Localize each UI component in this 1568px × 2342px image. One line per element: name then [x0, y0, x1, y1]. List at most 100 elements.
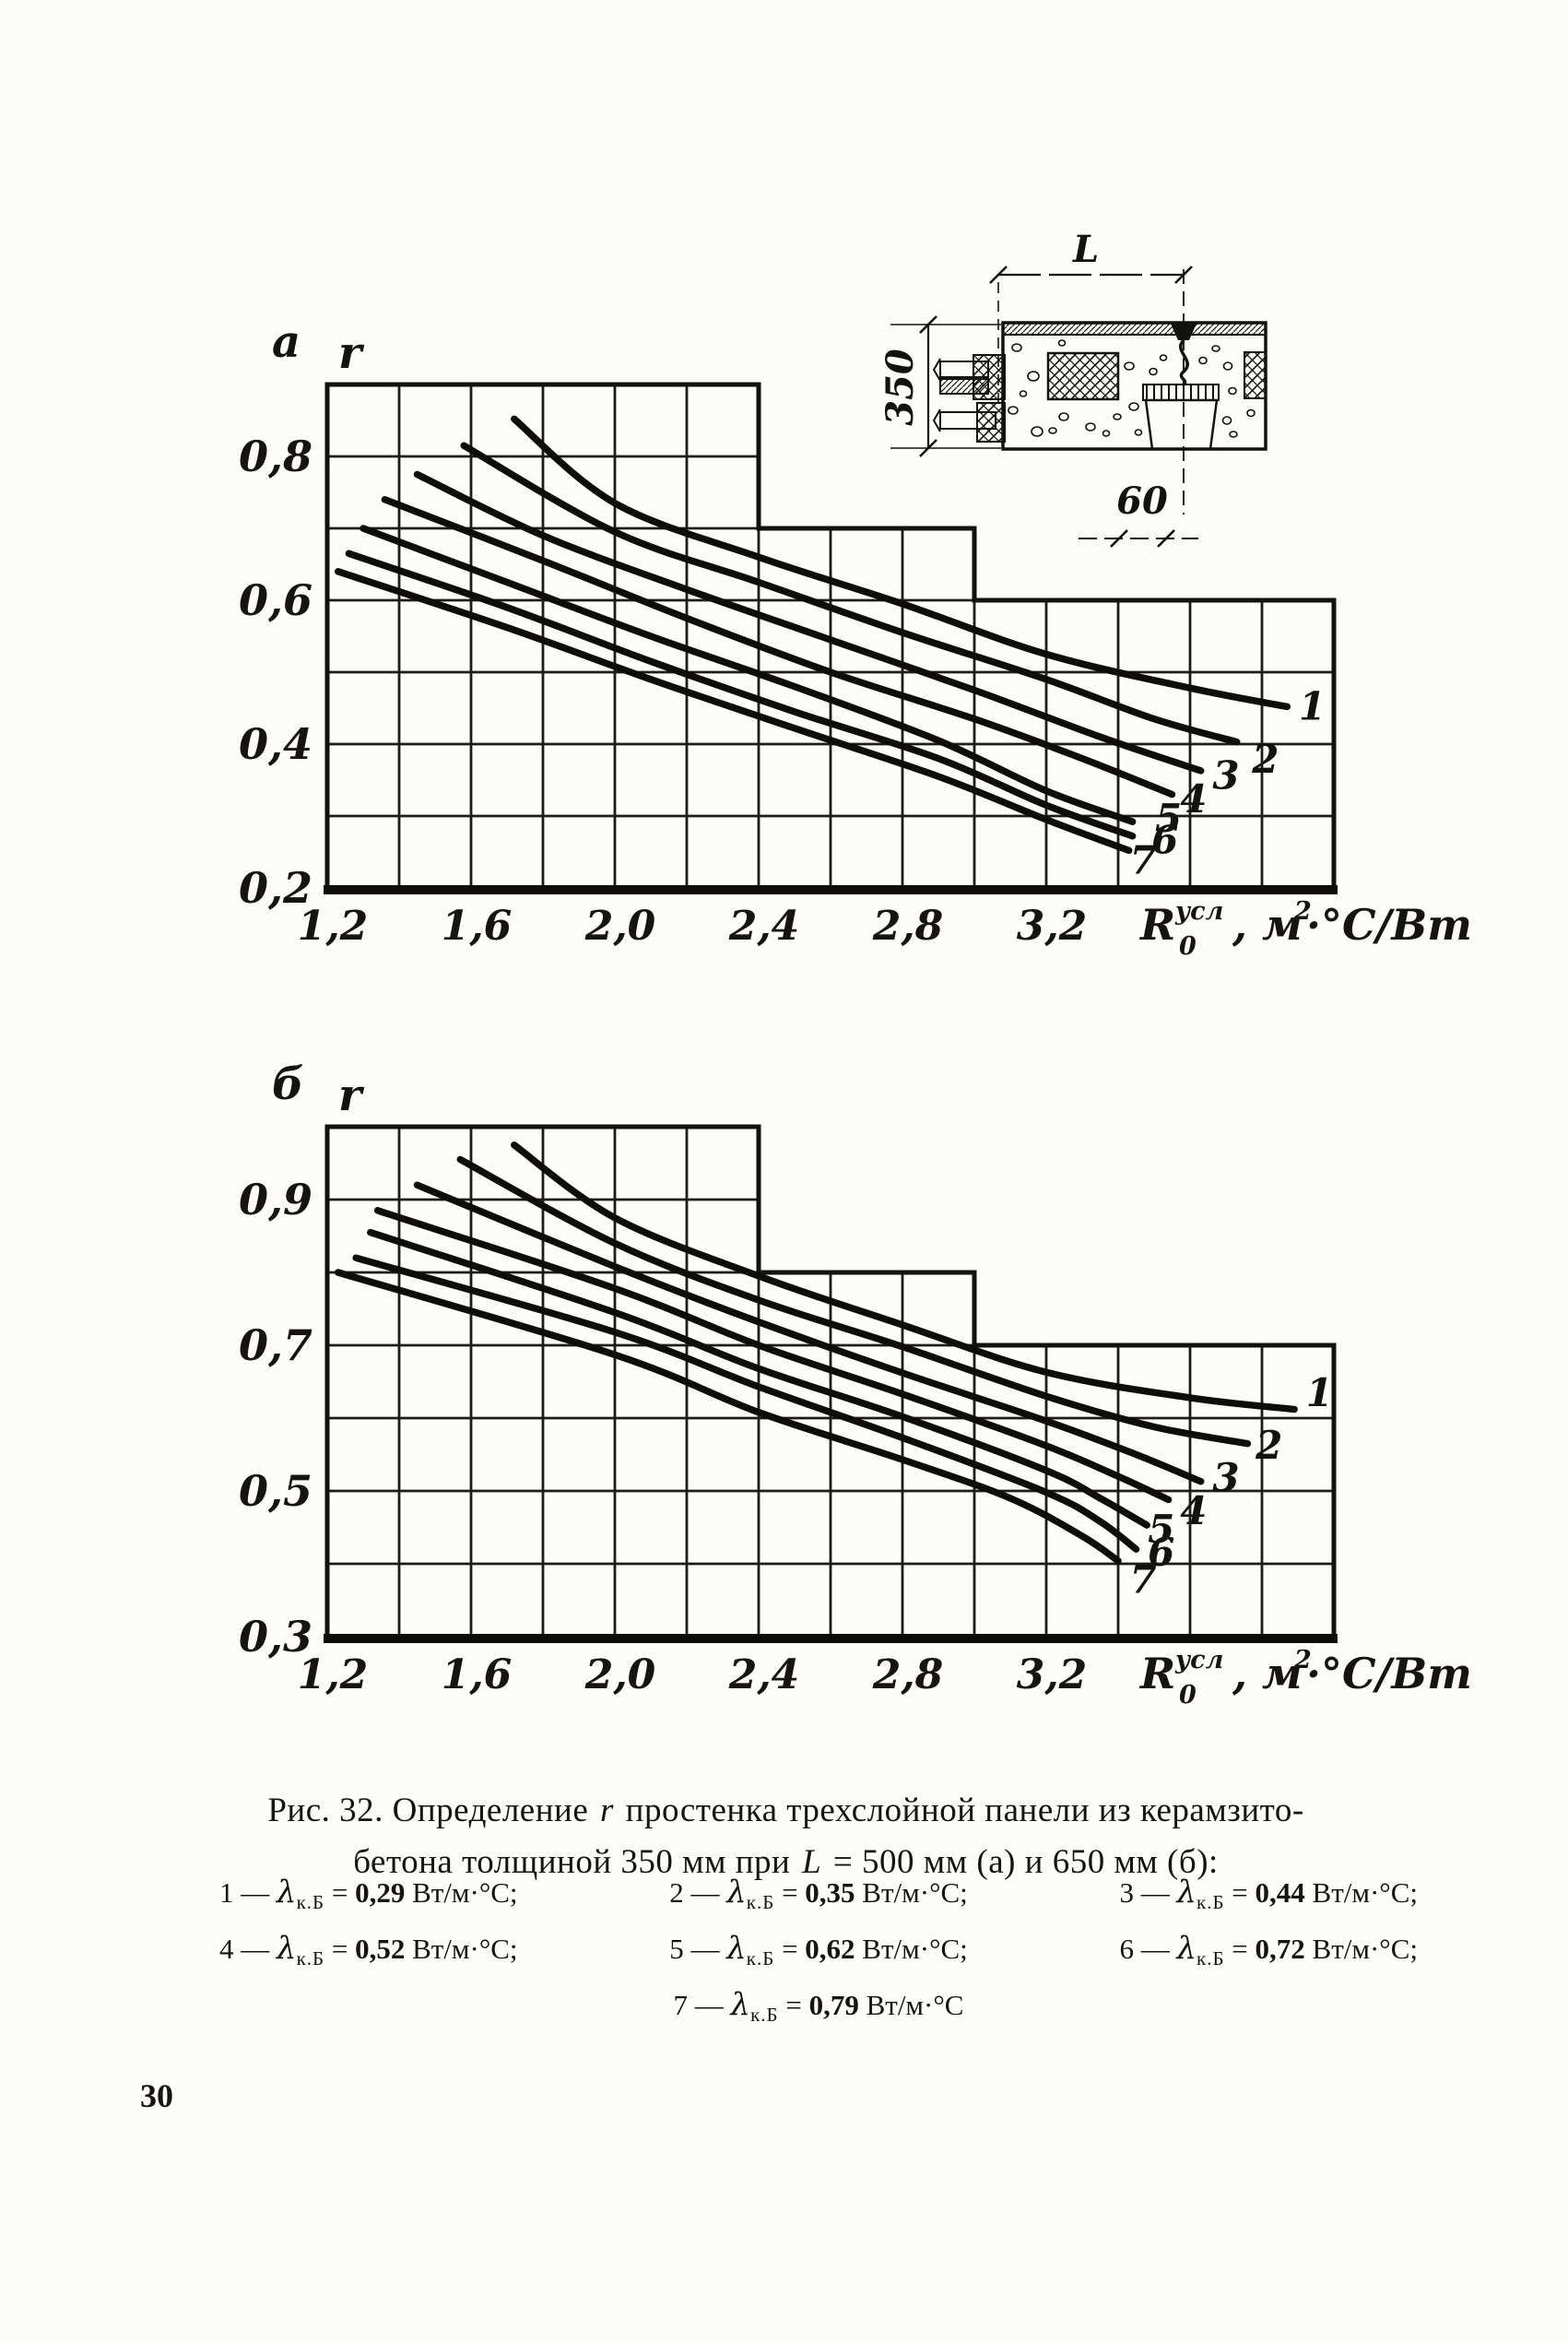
- dimension-L: L: [989, 228, 1193, 404]
- chart-b-y-tick-0,9: 0,9: [239, 1175, 312, 1224]
- chart-a-curve-3: [413, 470, 1205, 775]
- chart-b-curve-label-5: 5: [1148, 1507, 1174, 1552]
- chart-a-curve-2: [460, 442, 1241, 746]
- caption-line-2: бетона толщиной 350 мм при L = 500 мм (а…: [353, 1842, 1219, 1881]
- chart-b-x-tick-3,2: 3,2: [1017, 1651, 1088, 1698]
- chart-b-y-tick-0,7: 0,7: [239, 1320, 312, 1370]
- chart-b-x-tick-1,2: 1,2: [298, 1651, 369, 1698]
- legend-item-1: 1 — λк.Б = 0,29 Вт/м·°С;: [219, 1874, 518, 1913]
- legend-row: 7 — λк.Б = 0,79 Вт/м·°С: [219, 1986, 1418, 2027]
- dim-L-label: L: [1072, 228, 1099, 271]
- chart-b-curve-6: [352, 1254, 1140, 1553]
- dim-350-label: 350: [878, 349, 922, 426]
- panel-body: [1001, 321, 1267, 451]
- insulation-hatch: [1046, 351, 1120, 401]
- legend-item-3: 3 — λк.Б = 0,44 Вт/м·°С;: [1119, 1874, 1418, 1913]
- chart-a-curve-label-4: 4: [1180, 776, 1207, 822]
- chart-b-curve-1: [511, 1141, 1298, 1413]
- chart-a-x-tick-1,2: 1,2: [298, 903, 369, 950]
- chart-b-curve-7: [334, 1269, 1122, 1565]
- chart-a-panel-label: а: [272, 316, 301, 368]
- chart-b-y-tick-0,5: 0,5: [239, 1466, 312, 1516]
- legend-item-4: 4 — λк.Б = 0,52 Вт/м·°С;: [219, 1930, 518, 1969]
- chart-a-curve-label-6: 6: [1151, 818, 1178, 863]
- chart-b-x-tick-2,8: 2,8: [872, 1651, 944, 1698]
- legend-item-5: 5 — λк.Б = 0,62 Вт/м·°С;: [669, 1930, 968, 1969]
- chart-a-y-tick-0,8: 0,8: [239, 432, 312, 481]
- chart-a-y-variable: r: [338, 327, 365, 379]
- legend-item-6: 6 — λк.Б = 0,72 Вт/м·°С;: [1119, 1930, 1418, 1969]
- chart-a-axis-title-part-1: усл: [1174, 897, 1223, 926]
- chart-a-axis-title-part-0: R: [1138, 900, 1175, 950]
- chart-b-panel-label: б: [272, 1059, 304, 1110]
- dimension-60: 60: [1079, 479, 1198, 548]
- chart-b-axis-title-part-1: усл: [1174, 1646, 1223, 1674]
- chart-a-curve-label-1: 1: [1299, 683, 1326, 728]
- chart-a-y-tick-0,4: 0,4: [239, 719, 312, 769]
- chart-a-curve-6: [345, 550, 1137, 840]
- page-number: 30: [140, 2077, 173, 2114]
- chart-a-curve-label-7: 7: [1130, 837, 1157, 882]
- chart-b-y-tick-0,3: 0,3: [239, 1612, 312, 1662]
- chart-b-curve-label-6: 6: [1148, 1530, 1174, 1575]
- chart-b-curve-label-4: 4: [1180, 1488, 1207, 1533]
- chart-a-x-tick-2,0: 2,0: [584, 903, 656, 950]
- chart-a-curve-label-3: 3: [1212, 752, 1239, 798]
- chart-b-axis-title-part-5: ·°С/Вт: [1306, 1649, 1472, 1698]
- chart-a-y-tick-0,6: 0,6: [239, 575, 312, 625]
- legend-row: 4 — λк.Б = 0,52 Вт/м·°С; 5 — λк.Б = 0,62 …: [219, 1930, 1418, 1970]
- chart-b-curve-label-3: 3: [1212, 1455, 1239, 1500]
- legend-row: 1 — λк.Б = 0,29 Вт/м·°С; 2 — λк.Б = 0,35 …: [219, 1874, 1418, 1914]
- figure-caption: Рис. 32. Определение r простенка трехсло…: [207, 1785, 1364, 1887]
- chart-a-curve-1: [511, 415, 1291, 711]
- dim-60-label: 60: [1116, 479, 1168, 523]
- chart-a-axis-title-part-4: 2: [1293, 897, 1312, 926]
- chart-a-axis-title-part-5: ·°С/Вт: [1306, 900, 1472, 950]
- window-frame-section: [932, 354, 1006, 443]
- chart-b-outline: [324, 1124, 1337, 1637]
- chart-b-axis-title-part-0: R: [1138, 1649, 1175, 1698]
- chart-b-curve-3: [413, 1181, 1205, 1485]
- caption-line-1: Рис. 32. Определение r простенка трехсло…: [267, 1792, 1304, 1829]
- legend-item-7: 7 — λк.Б = 0,79 Вт/м·°С: [673, 1986, 964, 2026]
- chart-b-curve-4: [373, 1207, 1173, 1504]
- chart-a-curve-label-2: 2: [1251, 737, 1279, 782]
- chart-b-curve-label-2: 2: [1255, 1423, 1282, 1468]
- chart-b-x-tick-2,4: 2,4: [728, 1651, 800, 1698]
- chart-b-curve-label-1: 1: [1306, 1370, 1333, 1415]
- chart-a-x-tick-1,6: 1,6: [442, 903, 513, 950]
- chart-b-y-variable: r: [338, 1070, 365, 1121]
- chart-b-axis-title-part-4: 2: [1293, 1646, 1312, 1674]
- chart-b-x-tick-1,6: 1,6: [442, 1651, 513, 1698]
- chart-b-curve-2: [456, 1155, 1252, 1448]
- caption-var-r: r: [600, 1792, 614, 1829]
- figure-legend: 1 — λк.Б = 0,29 Вт/м·°С; 2 — λк.Б = 0,35 …: [219, 1874, 1418, 2042]
- joint-gasket-strip: [1142, 384, 1220, 401]
- chart-b-x-tick-2,0: 2,0: [584, 1651, 656, 1698]
- chart-a-y-tick-0,2: 0,2: [239, 863, 312, 913]
- joint-key-trapezoid: [1144, 398, 1219, 451]
- chart-a-x-tick-2,4: 2,4: [728, 903, 800, 950]
- chart-b-curve-label-7: 7: [1130, 1556, 1157, 1602]
- chart-b-curve-5: [367, 1228, 1150, 1529]
- chart-a-curve-7: [334, 568, 1133, 855]
- edge-hatch: [1244, 351, 1267, 399]
- chart-a-outline: [324, 382, 1337, 888]
- chart-a-x-tick-2,8: 2,8: [872, 903, 944, 950]
- chart-a-axis-title-part-2: 0: [1179, 932, 1197, 961]
- chart-a-curve-4: [381, 496, 1176, 798]
- dimension-350: 350: [878, 315, 1001, 457]
- legend-item-2: 2 — λк.Б = 0,35 Вт/м·°С;: [669, 1874, 968, 1913]
- joint-sealant: [1171, 324, 1197, 340]
- chart-a-curve-label-5: 5: [1155, 796, 1182, 841]
- chart-a-x-tick-3,2: 3,2: [1017, 903, 1088, 950]
- chart-a-axis-title-part-3: , м: [1232, 900, 1303, 950]
- concrete-speckles: [1008, 339, 1256, 438]
- chart-a-curve-5: [360, 525, 1137, 825]
- chart-b-axis-title-part-3: , м: [1232, 1649, 1303, 1698]
- caption-var-L: L: [802, 1842, 822, 1881]
